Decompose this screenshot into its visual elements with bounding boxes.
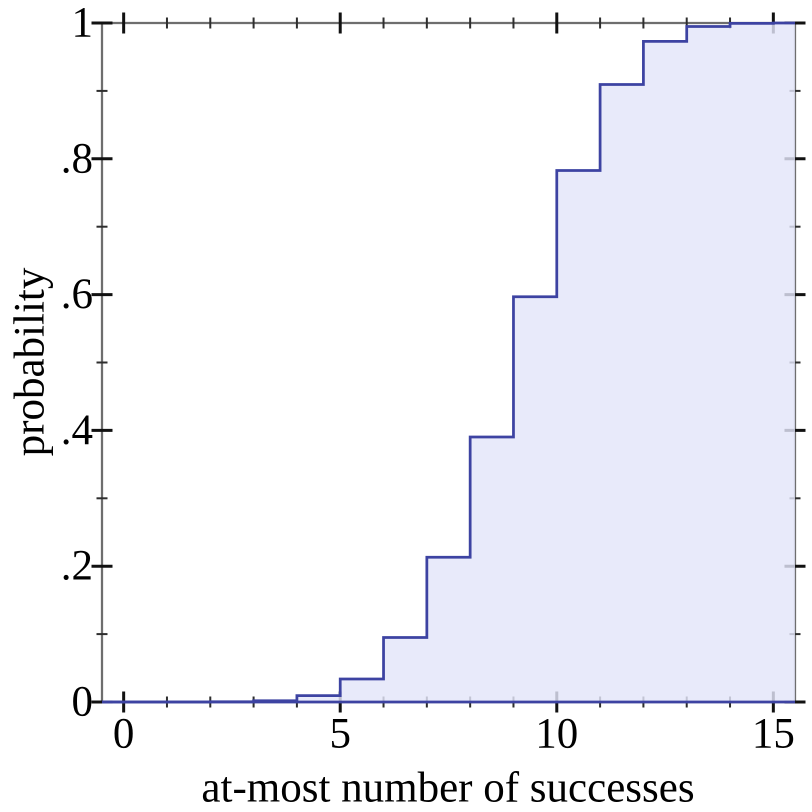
cdf-area-layer <box>102 23 795 702</box>
y-tick-label: 0 <box>72 679 94 726</box>
y-axis-title: probability <box>7 267 54 456</box>
cdf-curve-layer <box>102 21 795 704</box>
y-tick-label: .4 <box>61 407 93 454</box>
x-tick-label: 15 <box>752 711 795 758</box>
x-tick-label: 5 <box>329 711 351 758</box>
x-tick-label: 0 <box>113 711 135 758</box>
y-tick-label: .6 <box>61 271 93 318</box>
tick-label-layer: 0 5 10 15 0 .2 .4 .6 .8 1 <box>61 0 795 758</box>
cdf-curve <box>102 21 795 704</box>
y-tick-label: .2 <box>61 543 93 590</box>
y-tick-label: 1 <box>72 0 94 47</box>
x-tick-label: 10 <box>535 711 578 758</box>
cdf-area <box>102 23 795 702</box>
x-axis-title: at-most number of successes <box>201 765 694 812</box>
y-tick-label: .8 <box>61 135 93 182</box>
